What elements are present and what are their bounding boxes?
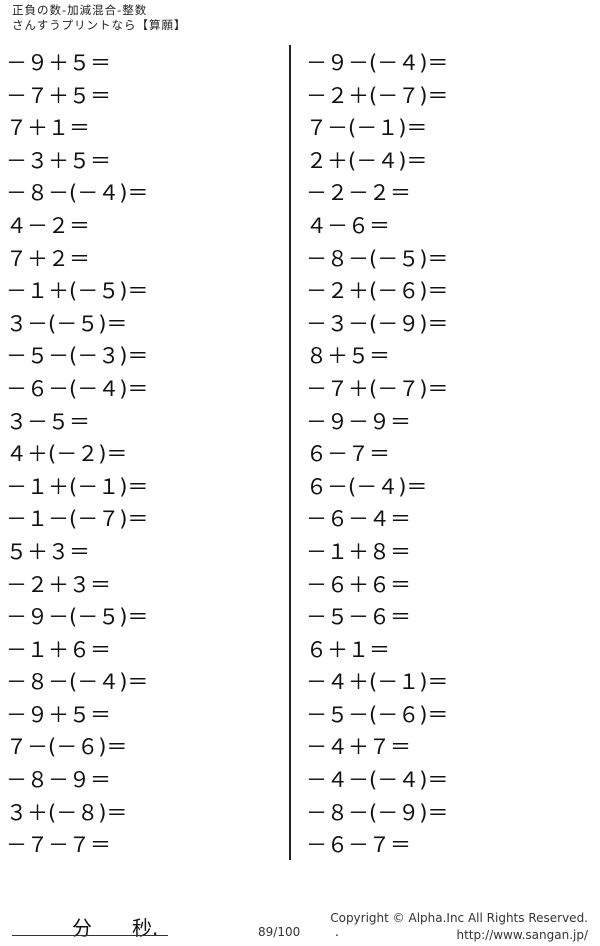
problem: －５－６＝ [306,605,411,630]
problem: －１－(－７)＝ [6,507,149,532]
problem: －２－２＝ [306,181,411,206]
problem: －９－(－４)＝ [306,51,449,75]
problem: ７＋２＝ [6,246,90,271]
worksheet-subtitle: さんすうプリントなら【算願】 [12,18,187,32]
problem: －７＋５＝ [6,83,111,108]
problem: ２＋(－４)＝ [306,148,428,173]
problem: －２＋(－６)＝ [306,279,449,304]
problem: －７－７＝ [6,833,111,858]
problem: －４＋７＝ [306,735,411,760]
seconds-label: 秒. [132,916,159,940]
problem: －２＋(－７)＝ [306,83,449,108]
problem: －６－４＝ [306,507,411,532]
problem: －３－(－９)＝ [306,311,449,336]
copyright-block: Copyright © Alpha.Inc All Rights Reserve… [330,910,588,944]
problem: －４＋(－１)＝ [306,670,449,695]
problem: －７＋(－７)＝ [306,376,449,401]
problem: －８－(－５)＝ [306,246,449,271]
problem: ３－５＝ [6,409,90,434]
copyright-text: Copyright © Alpha.Inc All Rights Reserve… [330,911,588,925]
problem: －５－(－６)＝ [306,702,449,727]
page-number: 89/100 [258,925,301,939]
problem: ６－７＝ [306,442,390,467]
problem: －９＋５＝ [6,51,111,75]
problem: －９－９＝ [306,409,411,434]
problem: －１＋６＝ [6,637,111,662]
problems-left-column: －９＋５＝ －７＋５＝ ７＋１＝ －３＋５＝ －８－(－４)＝ ４－２＝ ７＋２＝ －１＋(－… [6,47,148,862]
problem: ３＋(－８)＝ [6,800,128,825]
problem: ６－(－４)＝ [306,474,428,499]
problem: ７＋１＝ [6,116,90,141]
problems-right-column: －９－(－４)＝ －２＋(－７)＝ ７－(－１)＝ ２＋(－４)＝ －２－２＝ ４－６＝ －… [306,47,448,862]
problem: －８－(－４)＝ [6,181,149,206]
problem: －６＋６＝ [306,572,411,597]
worksheet-title: 正負の数-加減混合-整数 [12,3,148,17]
problem: －９－(－５)＝ [6,605,149,630]
problem: －８－９＝ [6,768,111,793]
minutes-label: 分 [72,916,92,940]
problem: －３＋５＝ [6,148,111,173]
footer-dot: . [335,925,339,939]
problem: ３－(－５)＝ [6,311,128,336]
column-divider [289,45,291,860]
problem: ５＋３＝ [6,539,90,564]
problem: ８＋５＝ [306,344,390,369]
problem: －１＋(－１)＝ [6,474,149,499]
problem: －４－(－４)＝ [306,768,449,793]
problem: －６－(－４)＝ [6,376,149,401]
problem: －１＋(－５)＝ [6,279,149,304]
problem: ７－(－１)＝ [306,116,428,141]
worksheet-header: 正負の数-加減混合-整数 さんすうプリントなら【算願】 [12,3,187,33]
problem: －２＋３＝ [6,572,111,597]
problem: －６－７＝ [306,833,411,858]
problem: －１＋８＝ [306,539,411,564]
problem: ４－６＝ [306,213,390,238]
problem: －５－(－３)＝ [6,344,149,369]
problem: －８－(－４)＝ [6,670,149,695]
problem: ４－２＝ [6,213,90,238]
site-url: http://www.sangan.jp/ [456,928,588,942]
time-underline [12,935,168,936]
problem: －８－(－９)＝ [306,800,449,825]
problem: －９＋５＝ [6,702,111,727]
problem: ４＋(－２)＝ [6,442,128,467]
problem: ７－(－６)＝ [6,735,128,760]
problem: ６＋１＝ [306,637,390,662]
